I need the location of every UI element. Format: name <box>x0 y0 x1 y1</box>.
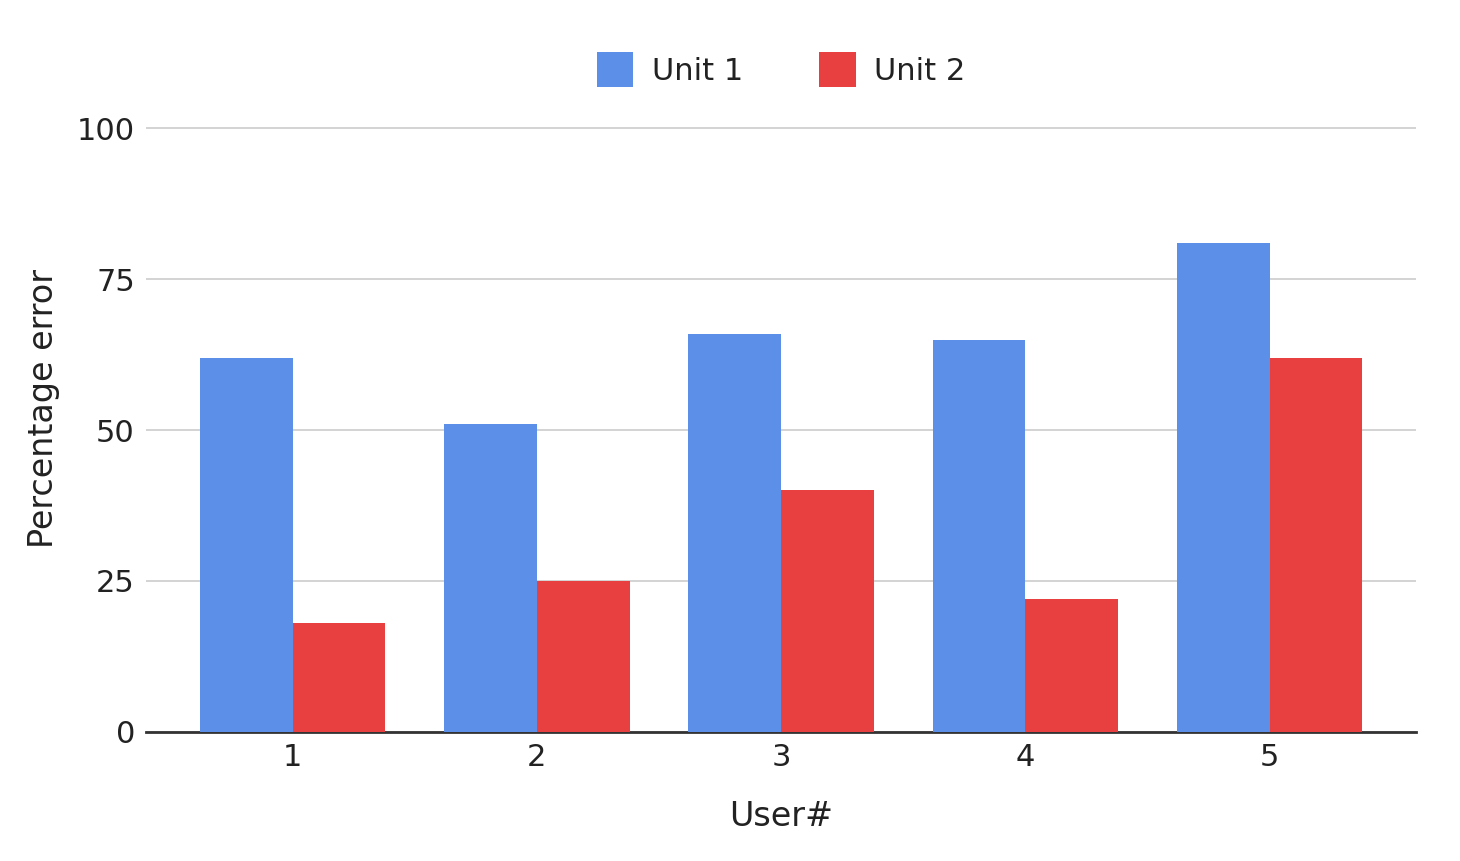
Bar <box>781 491 875 732</box>
X-axis label: User#: User# <box>729 800 834 833</box>
Legend: Unit 1, Unit 2: Unit 1, Unit 2 <box>581 37 981 102</box>
Y-axis label: Percentage error: Percentage error <box>28 269 60 548</box>
Bar <box>933 339 1025 732</box>
Bar <box>537 581 629 732</box>
Bar <box>1270 357 1362 732</box>
Bar <box>1025 599 1118 732</box>
Bar <box>444 424 537 732</box>
Bar <box>292 623 385 732</box>
Bar <box>688 333 781 732</box>
Bar <box>200 357 292 732</box>
Bar <box>1177 243 1270 732</box>
